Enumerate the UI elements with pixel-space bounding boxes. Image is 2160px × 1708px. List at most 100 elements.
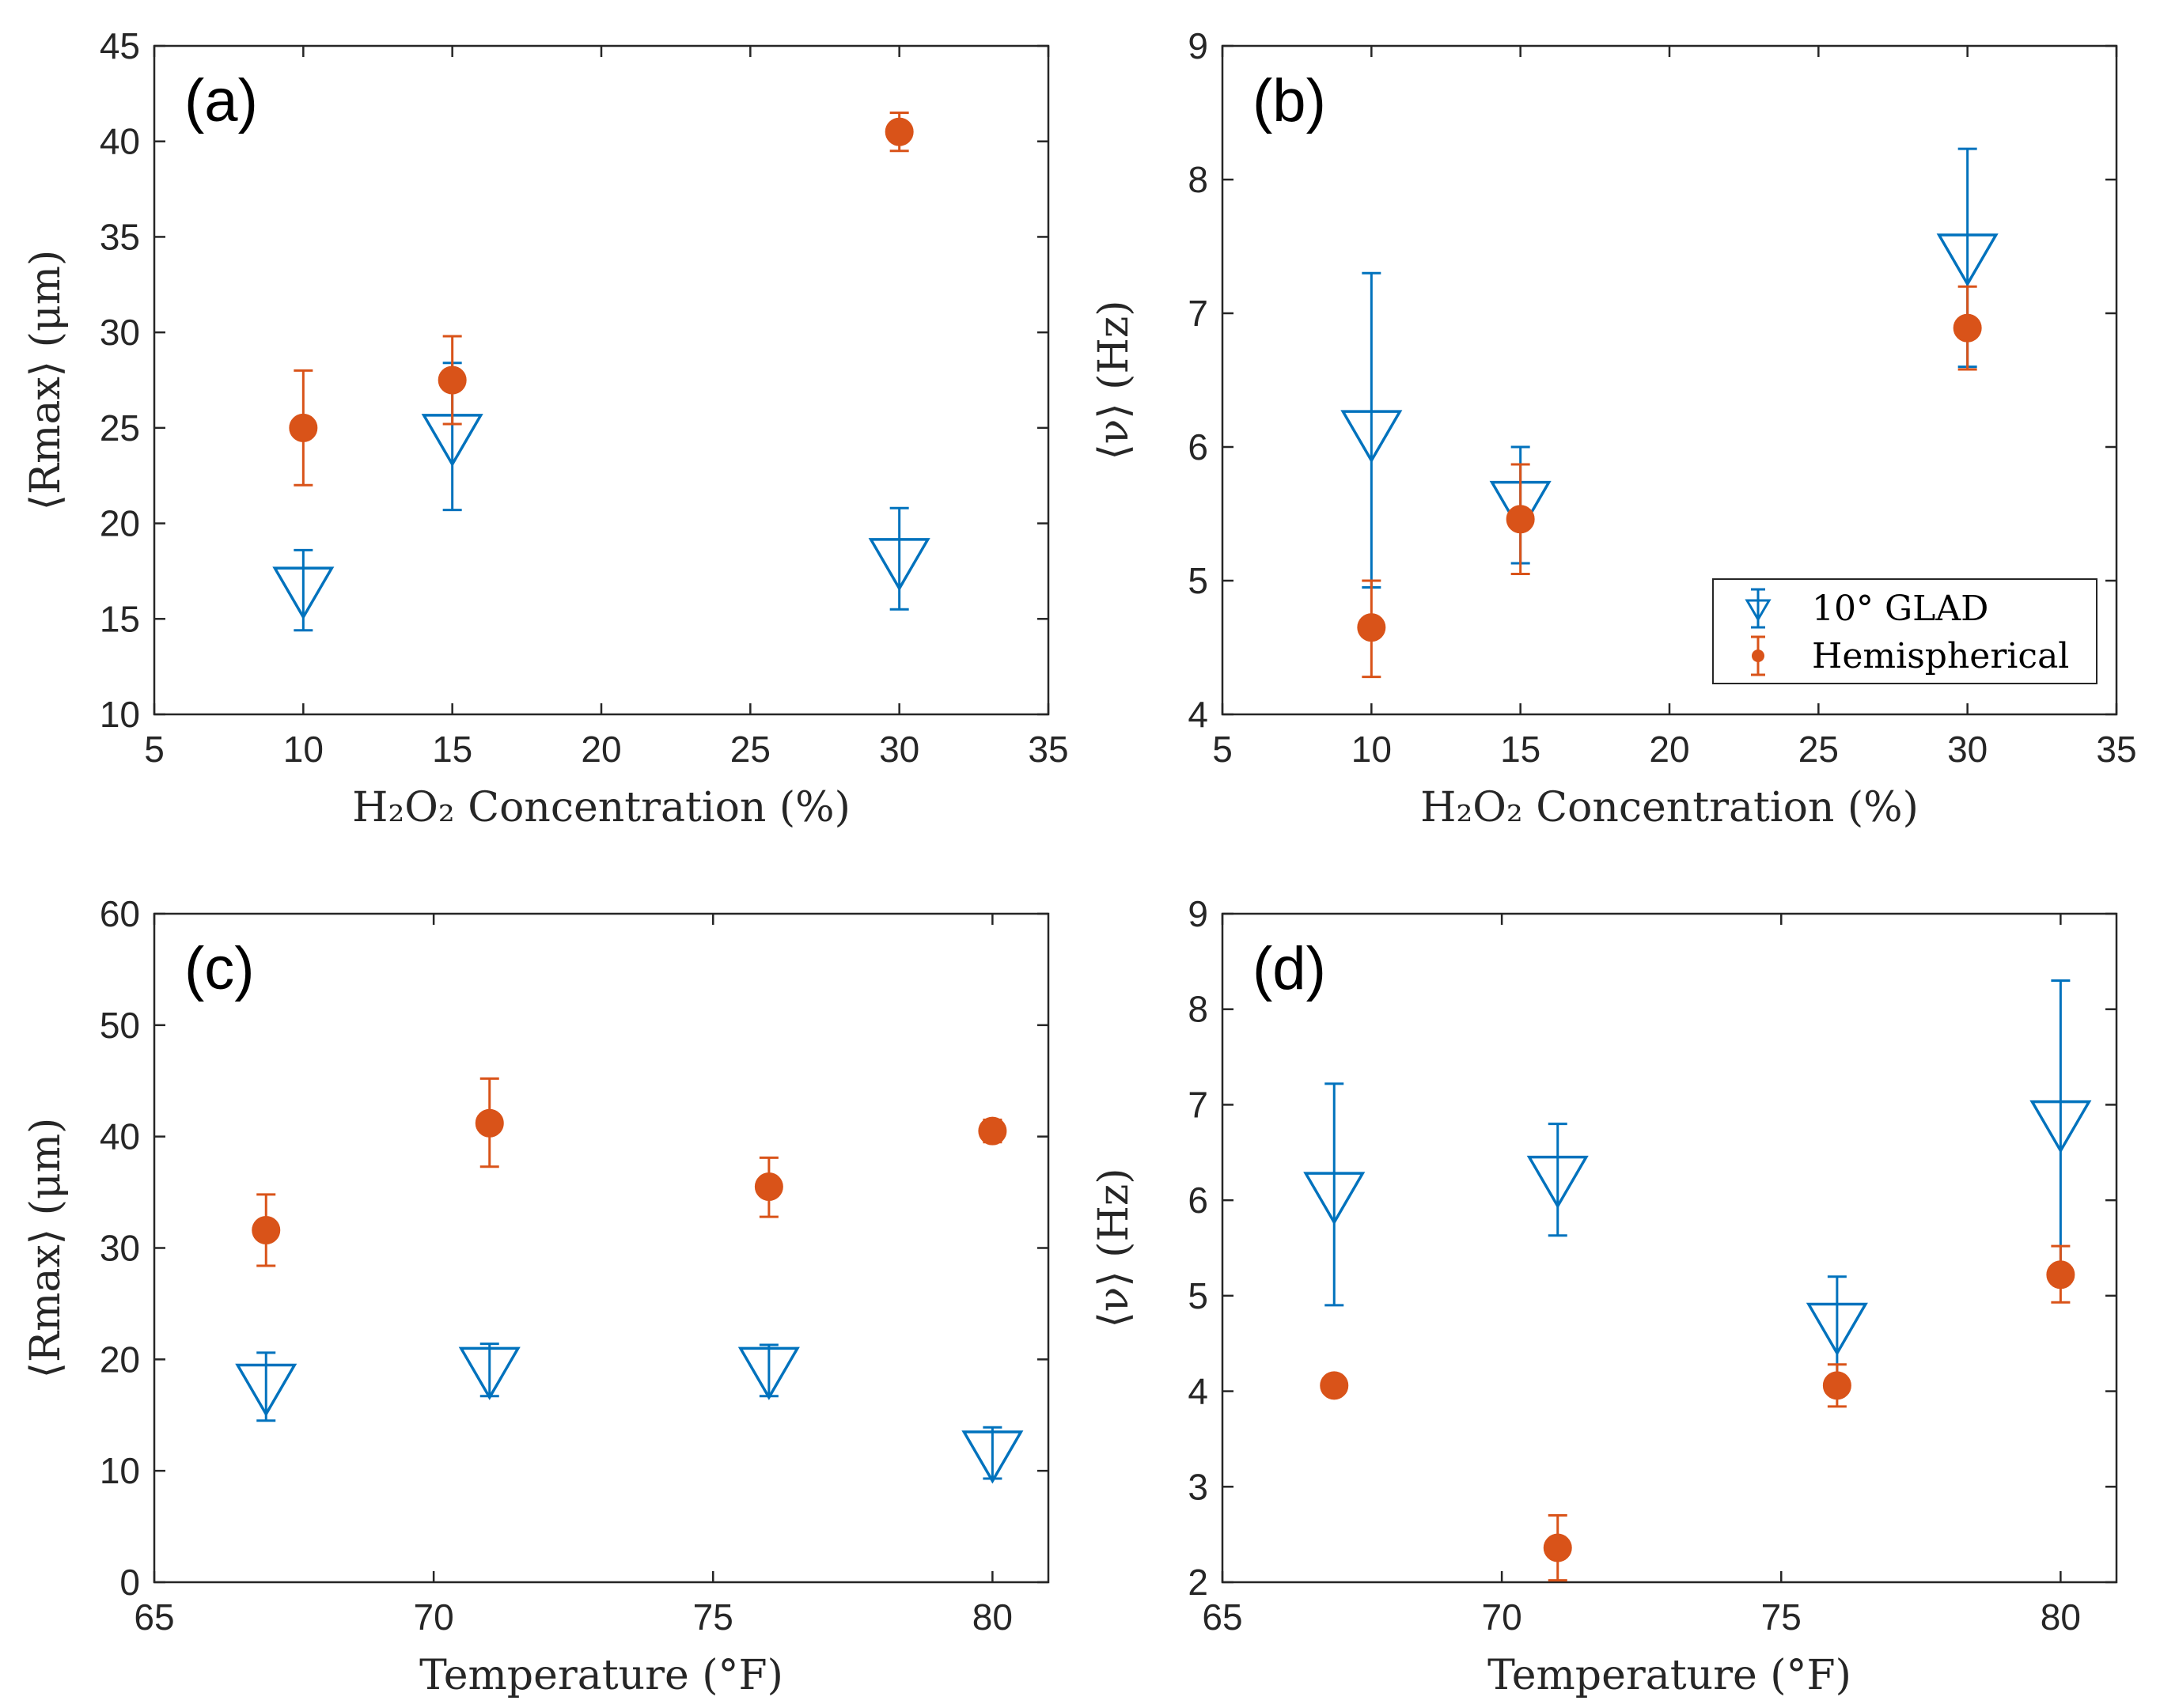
x-tick-label: 25 bbox=[1798, 729, 1839, 770]
data-point-glad bbox=[1340, 410, 1403, 464]
x-tick-label: 35 bbox=[1028, 729, 1068, 770]
y-axis-label: ⟨ν⟩ (Hz) bbox=[1090, 300, 1138, 460]
panel-d: 65 70 75 80 2 3 4 5 6 7 8 9 Temperature (°F) ⟨ν⟩ (Hz)… bbox=[1090, 893, 2118, 1699]
x-tick-label: 10 bbox=[1351, 729, 1392, 770]
panel-c: 65 70 75 80 0 10 20 30 40 50 60 Temperature (°F) ⟨Rm… bbox=[22, 893, 1050, 1699]
x-tick-label: 65 bbox=[134, 1596, 174, 1638]
series-glad bbox=[1303, 979, 2092, 1383]
x-tick-label: 35 bbox=[2096, 729, 2136, 770]
data-point-glad bbox=[1526, 1155, 1589, 1210]
legend-box bbox=[1712, 578, 2097, 684]
data-point-glad bbox=[1806, 1302, 1868, 1356]
x-tick-label: 75 bbox=[1761, 1596, 1802, 1638]
x-tick-label: 80 bbox=[972, 1596, 1013, 1638]
y-tick-label: 60 bbox=[100, 893, 140, 934]
y-tick-label: 7 bbox=[1188, 293, 1208, 334]
data-point-glad bbox=[1303, 1172, 1366, 1225]
data-point-hemispherical bbox=[289, 413, 318, 442]
legend-hemi-marker bbox=[1752, 649, 1764, 662]
data-point-glad bbox=[1936, 233, 1999, 287]
x-axis-label: Temperature (°F) bbox=[1487, 1652, 1851, 1699]
y-tick-label: 4 bbox=[1188, 1371, 1208, 1412]
y-axis-label: ⟨Rmax⟩ (μm) bbox=[22, 250, 70, 511]
x-tick-label: 15 bbox=[432, 729, 472, 770]
y-tick-label: 35 bbox=[100, 216, 140, 257]
x-tick-label: 20 bbox=[1649, 729, 1689, 770]
x-tick-label: 5 bbox=[144, 729, 165, 770]
x-tick-label: 25 bbox=[730, 729, 771, 770]
data-point-hemispherical bbox=[978, 1116, 1007, 1146]
series-hemispherical bbox=[289, 112, 914, 487]
plot-area bbox=[1221, 912, 2118, 1584]
y-tick-label: 6 bbox=[1188, 1180, 1208, 1221]
y-tick-label: 10 bbox=[100, 694, 140, 735]
y-tick-label: 45 bbox=[100, 25, 140, 66]
panel-label: (c) bbox=[184, 935, 255, 1002]
data-point-glad bbox=[2029, 1100, 2092, 1154]
plot-area bbox=[153, 912, 1050, 1584]
y-tick-label: 30 bbox=[100, 1228, 140, 1269]
data-point-hemispherical bbox=[1506, 505, 1535, 534]
data-point-hemispherical bbox=[1357, 613, 1386, 642]
data-point-hemispherical bbox=[1320, 1371, 1349, 1400]
data-point-glad bbox=[235, 1363, 297, 1418]
series-glad bbox=[235, 1343, 1024, 1484]
y-tick-label: 4 bbox=[1188, 694, 1208, 735]
x-tick-label: 80 bbox=[2041, 1596, 2081, 1638]
y-tick-label: 6 bbox=[1188, 426, 1208, 468]
data-point-hemispherical bbox=[438, 365, 467, 395]
data-point-hemispherical bbox=[754, 1172, 783, 1202]
data-point-hemispherical bbox=[475, 1108, 504, 1138]
legend-label-hemi: Hemispherical bbox=[1812, 636, 2069, 676]
data-point-hemispherical bbox=[252, 1215, 281, 1244]
x-axis-label: H₂O₂ Concentration (%) bbox=[1420, 784, 1919, 831]
data-point-glad bbox=[868, 538, 930, 592]
y-tick-label: 8 bbox=[1188, 159, 1208, 200]
y-tick-label: 2 bbox=[1188, 1562, 1208, 1603]
x-axis-label: H₂O₂ Concentration (%) bbox=[352, 784, 851, 831]
y-axis-label: ⟨ν⟩ (Hz) bbox=[1090, 1168, 1138, 1327]
x-tick-label: 70 bbox=[1482, 1596, 1522, 1638]
x-tick-label: 20 bbox=[581, 729, 621, 770]
y-tick-label: 8 bbox=[1188, 989, 1208, 1030]
y-axis-label: ⟨Rmax⟩ (μm) bbox=[22, 1118, 70, 1379]
y-tick-label: 9 bbox=[1188, 25, 1208, 66]
y-tick-label: 25 bbox=[100, 407, 140, 449]
data-point-glad bbox=[458, 1346, 521, 1400]
data-point-glad bbox=[961, 1430, 1024, 1484]
x-tick-label: 65 bbox=[1202, 1596, 1242, 1638]
x-tick-label: 75 bbox=[693, 1596, 733, 1638]
data-point-hemispherical bbox=[2046, 1260, 2075, 1290]
series-hemispherical bbox=[1357, 285, 1982, 679]
data-point-hemispherical bbox=[1543, 1533, 1572, 1562]
panel-label: (a) bbox=[184, 67, 258, 134]
x-tick-label: 70 bbox=[414, 1596, 454, 1638]
y-tick-label: 20 bbox=[100, 1339, 140, 1380]
plot-area bbox=[153, 44, 1050, 716]
x-tick-label: 5 bbox=[1212, 729, 1233, 770]
data-point-glad bbox=[272, 566, 335, 620]
y-tick-label: 3 bbox=[1188, 1466, 1208, 1507]
y-tick-label: 40 bbox=[100, 1116, 140, 1157]
y-tick-label: 7 bbox=[1188, 1084, 1208, 1125]
data-point-hemispherical bbox=[1953, 313, 1982, 343]
series-hemispherical bbox=[1320, 1244, 2075, 1582]
y-tick-label: 5 bbox=[1188, 1275, 1208, 1316]
panel-label: (b) bbox=[1252, 67, 1326, 134]
x-tick-label: 10 bbox=[283, 729, 324, 770]
series-hemispherical bbox=[252, 1077, 1007, 1267]
panel-label: (d) bbox=[1252, 935, 1326, 1002]
x-tick-label: 15 bbox=[1500, 729, 1540, 770]
y-tick-label: 40 bbox=[100, 121, 140, 162]
y-tick-label: 30 bbox=[100, 312, 140, 353]
x-tick-label: 30 bbox=[1947, 729, 1988, 770]
y-tick-label: 0 bbox=[119, 1562, 140, 1603]
legend: 10° GLAD Hemispherical bbox=[1712, 578, 2097, 684]
y-tick-label: 9 bbox=[1188, 893, 1208, 934]
data-point-glad bbox=[737, 1346, 800, 1400]
y-tick-label: 15 bbox=[100, 598, 140, 639]
data-point-hemispherical bbox=[1822, 1371, 1851, 1400]
